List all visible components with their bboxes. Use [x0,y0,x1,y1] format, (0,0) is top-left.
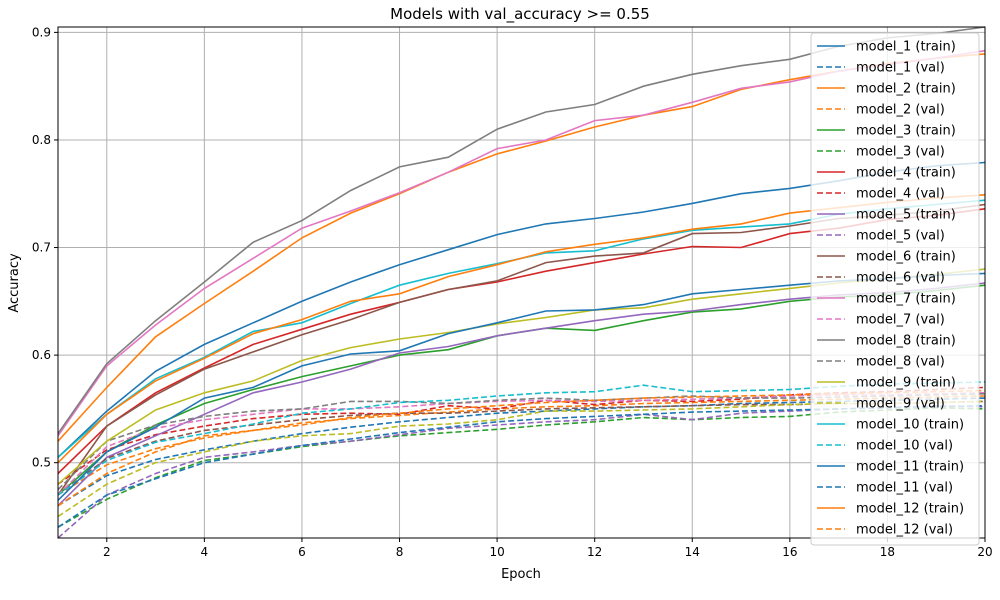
x-tick-label: 16 [782,545,797,559]
legend-label: model_8 (train) [856,334,956,349]
series-line [57,400,986,518]
legend-label: model_5 (train) [856,208,956,223]
y-tick-label: 0.7 [32,241,51,255]
series-line [57,381,986,496]
legend-label: model_12 (val) [856,523,953,538]
legend-label: model_8 (val) [856,355,945,370]
legend-label: model_1 (val) [856,61,945,76]
series-line [57,404,986,528]
legend-label: model_6 (train) [856,250,956,265]
legend-label: model_3 (val) [856,145,945,160]
x-tick-label: 12 [587,545,602,559]
legend-label: model_4 (val) [856,187,945,202]
x-tick-label: 2 [103,545,111,559]
legend-label: model_12 (train) [856,502,964,517]
x-tick-label: 4 [201,545,209,559]
legend-label: model_6 (val) [856,271,945,286]
x-tick-label: 6 [298,545,306,559]
series-line [57,400,986,496]
x-tick-label: 18 [880,545,895,559]
plot-frame [57,26,986,539]
legend: model_1 (train) model_1 (val) model_2 (tra… [810,32,980,546]
legend-label: model_7 (train) [856,292,956,307]
x-tick-label: 10 [489,545,504,559]
legend-label: model_5 (val) [856,229,945,244]
y-tick-label: 0.8 [32,133,51,147]
y-axis-label: Accuracy [7,253,22,313]
legend-label: model_10 (val) [856,439,953,454]
x-tick-label: 14 [685,545,700,559]
x-tick-label: 20 [977,545,992,559]
legend-label: model_4 (train) [856,166,956,181]
legend-label: model_9 (val) [856,397,945,412]
x-axis-label: Epoch [501,567,541,582]
y-tick-label: 0.5 [32,456,51,470]
series-line [57,406,986,528]
legend-label: model_11 (val) [856,481,953,496]
legend-label: model_7 (val) [856,313,945,328]
legend-label: model_9 (train) [856,376,956,391]
x-tick-label: 8 [396,545,404,559]
legend-box [810,32,980,546]
legend-label: model_2 (val) [856,103,945,118]
y-tick-label: 0.9 [32,25,51,39]
legend-label: model_11 (train) [856,460,964,475]
legend-label: model_10 (train) [856,418,964,433]
series-line [57,389,986,507]
legend-label: model_3 (train) [856,124,956,139]
series-line [57,404,986,539]
legend-label: model_2 (train) [856,82,956,97]
chart-title: Models with val_accuracy >= 0.55 [390,5,650,24]
axis-ticks: 2 4 6 8 10 12 14 16 18 20 0.5 0.6 0.7 0.8 0.9 [32,25,993,559]
y-tick-label: 0.6 [32,348,51,362]
legend-label: model_1 (train) [856,40,956,55]
